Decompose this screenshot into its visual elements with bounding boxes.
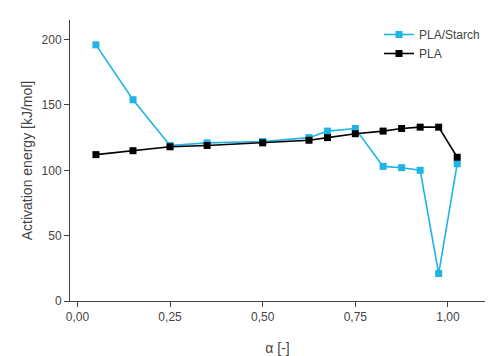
svg-text:150: 150 xyxy=(42,98,62,112)
svg-text:0: 0 xyxy=(55,294,62,308)
svg-text:200: 200 xyxy=(42,33,62,47)
svg-text:1,00: 1,00 xyxy=(436,310,460,324)
svg-text:0,50: 0,50 xyxy=(251,310,275,324)
svg-text:PLA/Starch: PLA/Starch xyxy=(419,28,480,42)
svg-text:0,75: 0,75 xyxy=(344,310,368,324)
svg-text:α [-]: α [-] xyxy=(265,340,289,356)
svg-text:0,25: 0,25 xyxy=(158,310,182,324)
svg-text:50: 50 xyxy=(48,229,62,243)
svg-text:Activation energy [kJ/mol]: Activation energy [kJ/mol] xyxy=(19,81,35,241)
svg-text:100: 100 xyxy=(42,164,62,178)
svg-text:PLA: PLA xyxy=(419,47,442,61)
svg-text:0,00: 0,00 xyxy=(66,310,90,324)
